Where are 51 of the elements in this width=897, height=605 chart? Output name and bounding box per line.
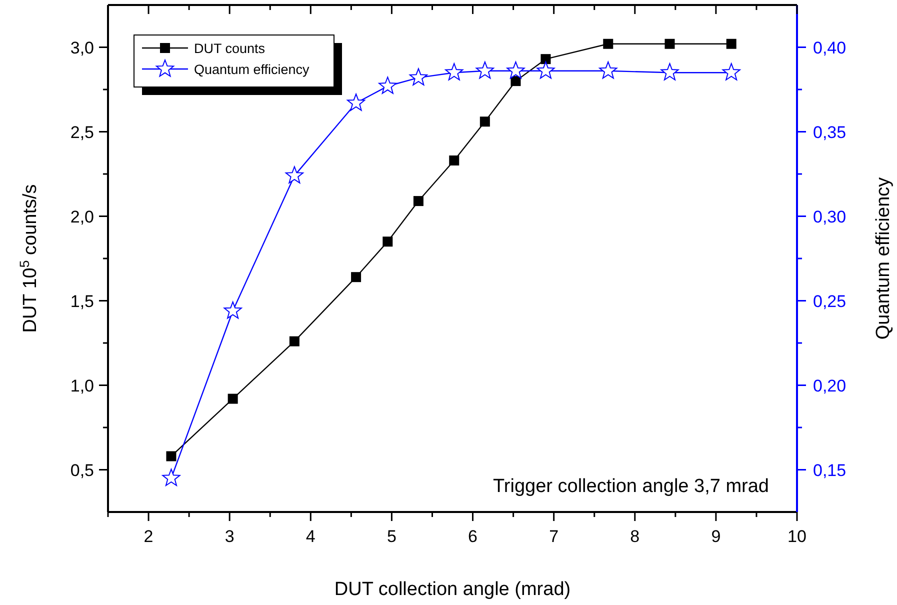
point bbox=[162, 468, 180, 486]
point bbox=[660, 63, 679, 80]
x-axis-title: DUT collection angle (mrad) bbox=[334, 579, 571, 600]
y-tick-label: 1,5 bbox=[70, 292, 94, 311]
point bbox=[599, 61, 618, 79]
point bbox=[449, 155, 460, 166]
legend-label: Quantum efficiency bbox=[194, 62, 310, 77]
x-tick-label: 2 bbox=[144, 527, 154, 546]
x-tick-label: 7 bbox=[549, 527, 559, 546]
point bbox=[378, 76, 397, 94]
x-tick-label: 4 bbox=[306, 527, 316, 546]
point bbox=[506, 61, 525, 79]
y-tick-label: 2,0 bbox=[70, 207, 94, 226]
y2-tick-label: 0,40 bbox=[813, 38, 846, 58]
x-tick-label: 10 bbox=[788, 527, 806, 546]
y2-tick-label: 0,20 bbox=[813, 376, 846, 396]
y2-tick-label: 0,15 bbox=[813, 460, 846, 480]
point bbox=[726, 38, 736, 49]
legend-label: DUT counts bbox=[194, 41, 266, 56]
y-tick-label: 3,0 bbox=[70, 38, 94, 58]
x-tick-label: 8 bbox=[630, 527, 640, 546]
point bbox=[382, 236, 393, 247]
y2-tick-label: 0,35 bbox=[813, 122, 846, 142]
point bbox=[289, 336, 300, 346]
point bbox=[351, 272, 362, 282]
annotation: Trigger collection angle 3,7 mrad bbox=[493, 476, 769, 497]
point bbox=[540, 54, 551, 64]
x-tick-label: 6 bbox=[468, 527, 478, 546]
point bbox=[224, 301, 242, 319]
point bbox=[346, 94, 366, 111]
point bbox=[603, 38, 614, 49]
y2-tick-label: 0,25 bbox=[813, 292, 846, 311]
point bbox=[166, 451, 176, 462]
y2-axis-title: Quantum efficiency bbox=[873, 176, 894, 340]
y2-tick-label: 0,30 bbox=[813, 207, 846, 226]
point bbox=[409, 68, 428, 86]
point bbox=[228, 394, 238, 404]
point bbox=[476, 61, 494, 79]
x-tick-label: 9 bbox=[711, 527, 721, 546]
y-tick-label: 0,5 bbox=[70, 460, 94, 480]
point bbox=[285, 166, 304, 184]
y-tick-label: 1,0 bbox=[70, 376, 94, 396]
point bbox=[536, 61, 555, 79]
x-tick-label: 5 bbox=[386, 527, 396, 546]
x-tick-label: 3 bbox=[224, 527, 234, 546]
y-tick-label: 2,5 bbox=[70, 122, 94, 142]
point bbox=[413, 196, 424, 206]
point bbox=[445, 63, 464, 80]
point bbox=[480, 116, 490, 127]
point bbox=[664, 38, 675, 49]
point bbox=[722, 63, 740, 80]
